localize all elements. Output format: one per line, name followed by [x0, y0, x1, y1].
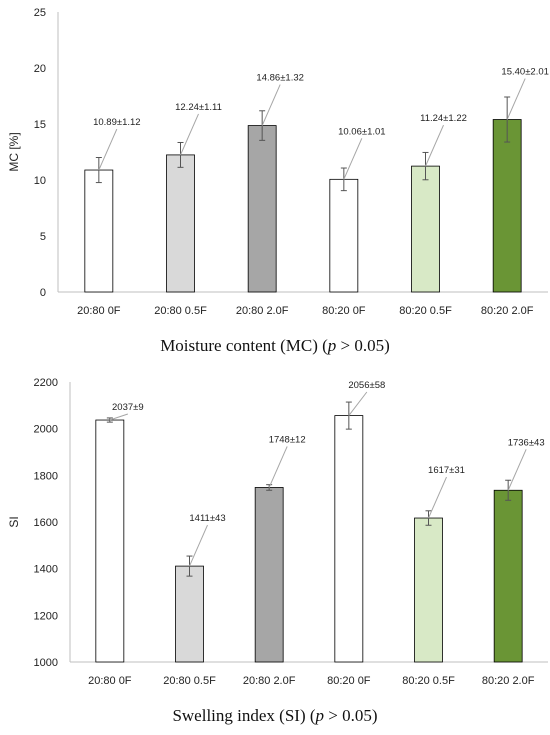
- mc-y-tick-label: 20: [34, 63, 46, 75]
- si-category-label: 20:80 0.5F: [163, 675, 216, 687]
- si-data-label: 2037±9: [112, 402, 144, 413]
- si-bar: [254, 487, 284, 663]
- mc-category-label: 80:20 0F: [322, 305, 366, 317]
- mc-label-leader: [98, 128, 118, 171]
- mc-y-tick-label: 0: [40, 287, 46, 299]
- mc-bar: [247, 125, 277, 293]
- mc-category-label: 80:20 0.5F: [399, 305, 452, 317]
- mc-label-leader: [261, 84, 281, 126]
- si-data-label: 1411±43: [189, 513, 225, 524]
- mc-y-tick-label: 10: [34, 175, 46, 187]
- si-label-leader: [507, 449, 527, 491]
- si-chart-svg: 1000 1200 1400 1600 1800 2000 2200 SI 2037±9 20:8…: [7, 377, 548, 687]
- si-bar: [334, 415, 364, 663]
- mc-category-label: 20:80 0.5F: [154, 305, 207, 317]
- si-category-label: 20:80 0F: [88, 675, 132, 687]
- mc-bar: [329, 178, 359, 293]
- mc-caption-p: p: [327, 336, 337, 355]
- si-category-label: 80:20 0.5F: [402, 675, 455, 687]
- si-label-leader: [348, 391, 368, 416]
- si-caption-tail: > 0.05): [324, 706, 378, 725]
- mc-category-label: 20:80 0F: [77, 305, 121, 317]
- mc-caption-main: Moisture content (MC) (: [160, 336, 328, 355]
- mc-bar: [166, 154, 195, 293]
- moisture-content-chart: 0 5 10 15 20 25 MC [%] 10.89±1.12 20:80 0F 12.24±…: [0, 0, 550, 365]
- mc-chart-svg: 0 5 10 15 20 25 MC [%] 10.89±1.12 20:80 0F 12.24±…: [7, 7, 549, 317]
- si-caption-main: Swelling index (SI) (: [172, 706, 316, 725]
- si-bar: [493, 489, 523, 663]
- mc-data-label: 15.40±2.01: [501, 67, 548, 78]
- si-y-tick-label: 1000: [34, 657, 58, 669]
- si-y-tick-label: 2200: [34, 377, 58, 389]
- si-label-leader: [109, 413, 128, 421]
- mc-y-tick-label: 25: [34, 7, 46, 19]
- si-data-label: 1736±43: [508, 437, 545, 448]
- si-label-leader: [268, 446, 288, 488]
- mc-caption-tail: > 0.05): [336, 336, 390, 355]
- si-y-axis-label: SI: [7, 516, 21, 527]
- mc-label-leader: [343, 138, 363, 180]
- mc-data-label: 10.89±1.12: [93, 117, 140, 128]
- mc-label-leader: [506, 78, 526, 120]
- si-label-leader: [428, 476, 447, 519]
- si-y-tick-label: 1600: [34, 517, 58, 529]
- si-bar: [175, 565, 204, 663]
- si-y-tick-label: 2000: [34, 424, 58, 436]
- mc-y-tick-label: 15: [34, 119, 46, 131]
- mc-data-label: 10.06±1.01: [338, 126, 385, 137]
- mc-data-label: 14.86±1.32: [256, 73, 303, 84]
- mc-bar: [411, 165, 440, 293]
- si-y-tick-label: 1200: [34, 610, 58, 622]
- si-y-tick-label: 1800: [34, 470, 58, 482]
- mc-bar: [84, 169, 114, 293]
- si-data-label: 1748±12: [269, 434, 306, 445]
- si-bar: [95, 419, 125, 663]
- mc-data-label: 11.24±1.22: [420, 113, 467, 124]
- si-data-label: 2056±58: [348, 380, 385, 391]
- si-y-tick-label: 1400: [34, 564, 58, 576]
- mc-category-label: 80:20 2.0F: [481, 305, 534, 317]
- si-category-label: 20:80 2.0F: [243, 675, 296, 687]
- mc-data-label: 12.24±1.11: [175, 102, 222, 113]
- si-caption-p: p: [315, 706, 325, 725]
- si-data-label: 1617±31: [428, 465, 465, 476]
- si-label-leader: [189, 524, 208, 567]
- mc-category-label: 20:80 2.0F: [236, 305, 289, 317]
- swelling-index-chart: 1000 1200 1400 1600 1800 2000 2200 SI 2037±9 20:8…: [0, 365, 550, 735]
- si-category-label: 80:20 0F: [327, 675, 371, 687]
- mc-caption: Moisture content (MC) (p > 0.05): [0, 336, 550, 356]
- mc-label-leader: [180, 113, 199, 156]
- si-bar: [414, 517, 443, 663]
- mc-bar: [492, 119, 522, 293]
- mc-y-tick-label: 5: [40, 231, 46, 243]
- mc-y-axis-label: MC [%]: [7, 132, 21, 171]
- si-caption: Swelling index (SI) (p > 0.05): [0, 706, 550, 726]
- si-category-label: 80:20 2.0F: [482, 675, 535, 687]
- mc-label-leader: [425, 124, 444, 167]
